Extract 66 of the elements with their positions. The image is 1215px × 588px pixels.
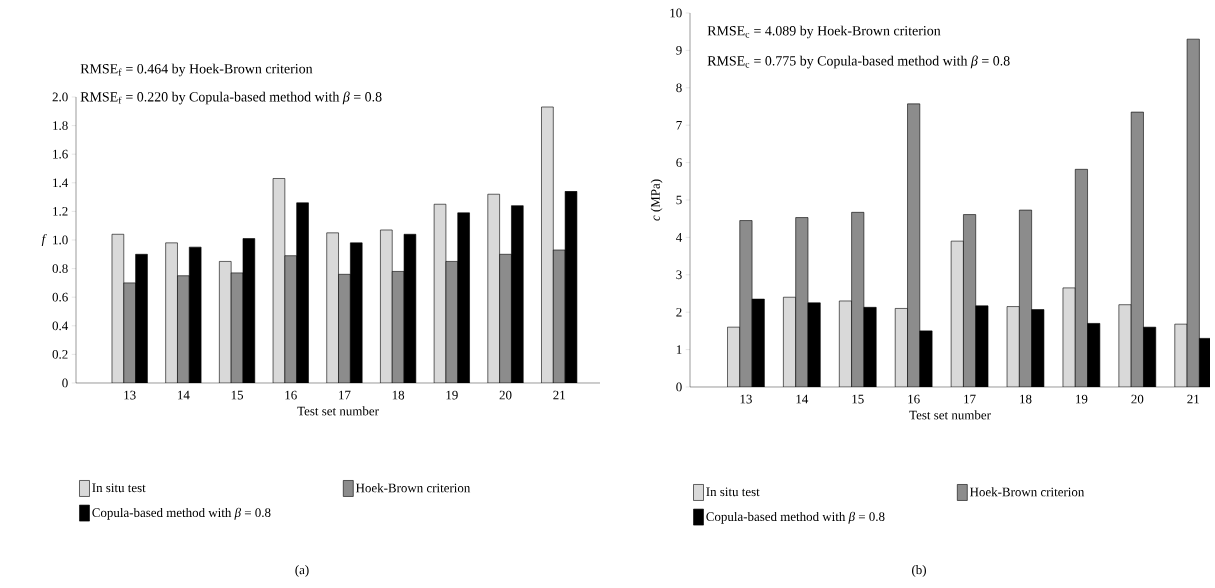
legend-label: Hoek-Brown criterion <box>355 483 471 493</box>
y-axis-title: f <box>41 234 47 246</box>
bar <box>499 254 512 383</box>
x-tick-label: 16 <box>908 394 920 404</box>
y-tick-label: 7 <box>676 120 682 130</box>
y-tick-label: 1.0 <box>53 235 68 245</box>
bar <box>326 232 339 383</box>
legend-label: In situ test <box>92 483 146 493</box>
y-tick-label: 1.2 <box>53 207 68 216</box>
text: (b) <box>912 565 926 577</box>
bar <box>338 274 351 383</box>
y-tick-label: 4 <box>676 233 683 242</box>
y-tick-label: 1 <box>676 345 682 354</box>
y-tick-label: 6 <box>676 158 682 167</box>
y-tick-label: 0.6 <box>52 292 68 302</box>
text: (a) <box>295 565 309 577</box>
y-tick-label: 0 <box>62 378 68 388</box>
annotation: RMSE$_{f}$ = 0.220 by Copula-based method with β = 0.8 <box>80 91 382 105</box>
annotation: RMSE$_{c}$ = 4.089 by Hoek-Brown criterion <box>707 25 941 39</box>
x-tick-label: 16 <box>285 390 297 400</box>
bar <box>123 282 136 383</box>
legend-label: Copula-based method with β = 0.8 <box>92 507 271 520</box>
x-tick-label: 18 <box>392 390 405 400</box>
bar <box>177 275 190 383</box>
x-tick-label: 15 <box>852 394 864 404</box>
bar <box>165 242 178 383</box>
legend-label: Hoek-Brown criterion <box>969 487 1085 497</box>
y-tick-label: 0 <box>676 382 682 392</box>
x-tick-label: 20 <box>499 390 512 400</box>
x-tick-label: 14 <box>178 390 190 400</box>
x-tick-label: 20 <box>1131 394 1144 404</box>
legend-label: Copula-based method with β = 0.8 <box>706 511 885 524</box>
y-tick-label: 1.6 <box>53 149 68 159</box>
x-tick-label: 19 <box>1076 394 1088 404</box>
y-tick-label: 9 <box>676 46 682 55</box>
y-tick-label: 1.4 <box>53 178 69 188</box>
y-tick-label: 2.0 <box>52 92 68 102</box>
x-tick-label: 21 <box>553 390 565 400</box>
x-tick-label: 17 <box>964 394 976 404</box>
x-tick-label: 14 <box>796 394 809 404</box>
y-tick-label: 0.4 <box>52 321 69 331</box>
legend-label: In situ test <box>706 487 760 497</box>
x-tick-label: 19 <box>446 390 458 400</box>
y-tick-label: 2 <box>676 307 682 317</box>
y-axis-title: c (MPa) <box>650 179 663 221</box>
y-tick-label: 10 <box>670 8 682 18</box>
y-tick-label: 8 <box>676 83 682 93</box>
y-tick-label: 5 <box>676 195 682 205</box>
bar <box>487 194 500 383</box>
x-tick-label: 18 <box>1020 394 1032 404</box>
y-tick-label: 1.8 <box>53 121 68 130</box>
bar <box>219 261 232 383</box>
y-tick-label: 0.8 <box>52 264 68 273</box>
x-tick-label: 13 <box>740 394 752 404</box>
x-tick-label: 13 <box>124 390 136 400</box>
y-tick-label: 3 <box>676 270 682 280</box>
bar <box>380 229 393 383</box>
x-axis-title: Test set number <box>297 406 379 416</box>
x-tick-label: 17 <box>339 390 351 400</box>
y-tick-label: 0.2 <box>52 349 68 359</box>
text: RMSE$_{f}$ = 0.464 by Hoek-Brown criterion <box>80 63 313 77</box>
x-axis-title: Test set number <box>909 410 991 420</box>
x-tick-label: 21 <box>1187 394 1199 404</box>
x-tick-label: 15 <box>231 390 244 400</box>
annotation: RMSE$_{c}$ = 0.775 by Copula-based method with β = 0.8 <box>707 55 1010 69</box>
bar <box>541 106 554 383</box>
